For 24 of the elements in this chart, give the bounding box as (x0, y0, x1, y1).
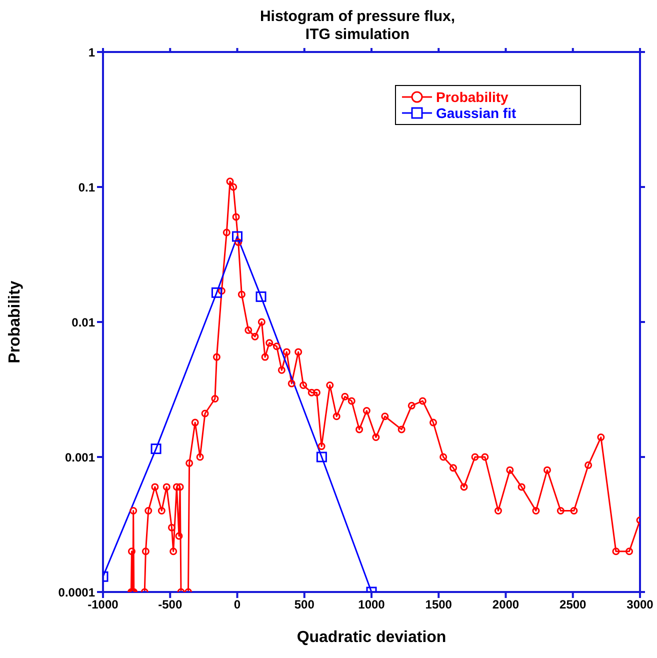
point (316, 452, 327, 462)
x-tick-label: 2500 (560, 598, 587, 612)
legend-label: Probability (436, 89, 508, 105)
point (232, 231, 242, 242)
point (211, 287, 222, 298)
y-tick-label: 0.0001 (58, 585, 96, 600)
legend-label: Gaussian fit (436, 105, 516, 121)
point (256, 291, 266, 302)
y-tick-label: 0.001 (64, 450, 96, 464)
chart-title: Histogram of pressure flux, ITG simulation (258, 8, 456, 44)
x-axis-title: Quadratic deviation (296, 629, 446, 646)
point (150, 444, 162, 454)
x-tick-label: 500 (294, 598, 315, 612)
x-tick-label: -1000 (88, 598, 119, 612)
y-tick-label: 1 (88, 45, 96, 60)
y-tick-label: 0.01 (72, 315, 96, 330)
x-tick-label: 1000 (358, 598, 386, 612)
y-axis-title: Probability (6, 280, 24, 364)
x-tick-label: 0 (234, 598, 241, 612)
x-tick-label: 1500 (425, 598, 452, 612)
y-tick-label: 0.1 (78, 180, 96, 194)
x-tick-label: 2000 (492, 598, 520, 612)
x-tick-label: 3000 (626, 598, 654, 612)
x-tick-label: -500 (158, 598, 182, 612)
